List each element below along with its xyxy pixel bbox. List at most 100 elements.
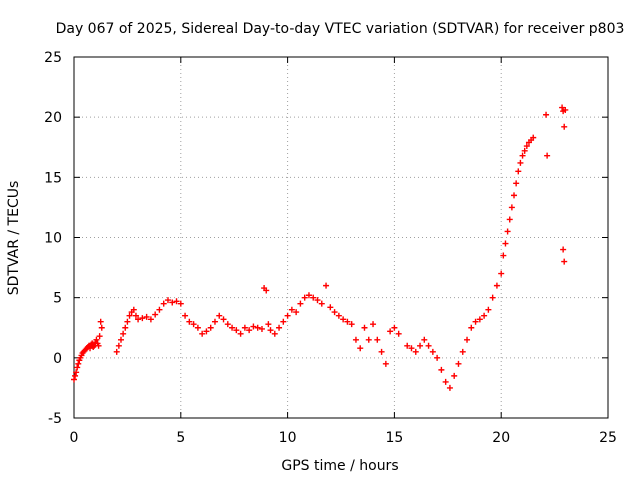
y-tick-label: 20 [44,110,62,126]
data-point [382,360,389,367]
data-point [335,312,342,319]
data-point [186,318,193,325]
data-point [521,147,528,154]
data-point [559,104,566,111]
data-point [498,270,505,277]
data-point [515,168,522,175]
y-tick-label: -5 [48,411,62,427]
data-point [476,316,483,323]
data-point [95,342,102,349]
data-point [280,318,287,325]
data-point [122,324,129,331]
x-axis-label: GPS time / hours [281,458,398,474]
data-point [224,321,231,328]
data-point [519,152,526,159]
data-point [237,330,244,337]
data-point [517,159,524,166]
data-point [504,228,511,235]
data-point [451,372,458,379]
x-tick-label: 15 [385,430,403,446]
data-point [276,324,283,331]
data-point [310,294,317,301]
y-tick-label: 25 [44,50,62,66]
data-point [464,336,471,343]
data-point [523,143,530,150]
data-point [543,111,550,118]
data-point [203,328,210,335]
data-point [340,316,347,323]
data-point [190,321,197,328]
data-point [562,106,569,113]
data-point [132,312,139,319]
data-point [97,318,104,325]
data-point [327,304,334,311]
data-point [265,321,272,328]
x-tick-label: 25 [599,430,617,446]
data-point [513,180,520,187]
data-point [241,324,248,331]
y-tick-labels: -5 0 5 10 15 20 25 [44,50,62,427]
data-point [348,321,355,328]
data-point [331,309,338,316]
data-point [446,384,453,391]
data-point [297,300,304,307]
data-point [412,348,419,355]
data-point [323,282,330,289]
data-point [220,316,227,323]
data-point [442,378,449,385]
data-point [130,306,137,313]
data-point [207,324,214,331]
x-tick-label: 10 [279,430,297,446]
data-point [93,336,100,343]
data-point [468,324,475,331]
data-point [417,342,424,349]
data-point [124,318,131,325]
x-tick-labels: 0 5 10 15 20 25 [70,430,617,446]
y-axis-label: SDTVAR / TECUs [6,181,22,296]
data-point [293,309,300,316]
data-point [314,297,321,304]
data-point [147,316,154,323]
data-point [199,330,206,337]
data-point [211,318,218,325]
data-point [530,134,537,141]
data-point [143,313,150,320]
data-point [500,252,507,259]
data-point [117,336,124,343]
data-point [421,336,428,343]
data-point [352,336,359,343]
data-point [561,123,568,130]
data-point [263,287,270,294]
data-point [472,318,479,325]
data-point [284,312,291,319]
x-tick-label: 5 [176,430,185,446]
data-point [156,306,163,313]
data-point [305,292,312,299]
data-point [408,345,415,352]
data-point [481,312,488,319]
data-point [489,294,496,301]
data-point [113,348,120,355]
data-point [438,366,445,373]
data-point [429,348,436,355]
y-tick-label: 15 [44,170,62,186]
data-point [455,360,462,367]
data-point [233,327,240,334]
data-point [395,330,402,337]
data-point [288,306,295,313]
x-tick-label: 0 [70,430,79,446]
data-point [459,348,466,355]
data-point [115,342,122,349]
data-point [378,348,385,355]
chart-title: Day 067 of 2025, Sidereal Day-to-day VTE… [56,21,625,37]
y-tick-label: 10 [44,231,62,247]
data-point [177,300,184,307]
data-point [391,324,398,331]
data-point [318,300,325,307]
data-point [357,345,364,352]
data-point [72,372,79,379]
data-point [370,321,377,328]
data-point [139,315,146,322]
data-point [75,360,82,367]
